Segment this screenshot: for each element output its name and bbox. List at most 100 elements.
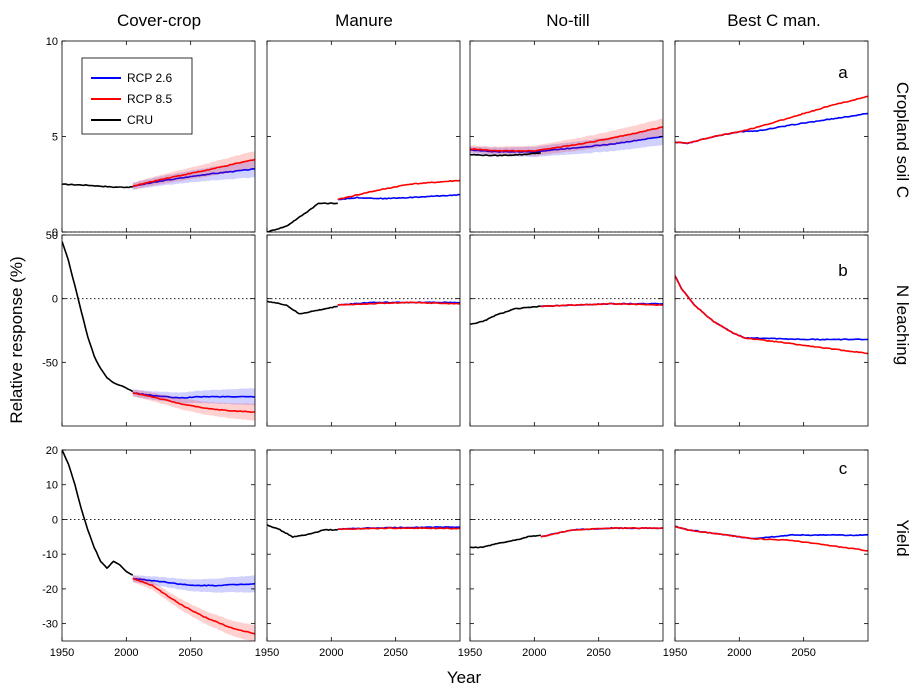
panel-background (267, 450, 460, 641)
uncertainty-band-rcp26 (132, 575, 255, 593)
panel-yield-cover-crop: 1950 2000 2050 -30 -20 -10 0 10 20 (42, 445, 256, 659)
series-line-cru (470, 534, 541, 549)
y-tick-label: 20 (46, 445, 58, 457)
panel-background (675, 41, 868, 232)
plot-area (62, 450, 255, 641)
y-tick-label: -30 (42, 619, 58, 631)
panel-frame (266, 234, 461, 427)
panel-letter-a: a (838, 63, 848, 82)
plot-area (62, 241, 255, 421)
column-title-best-c-man: Best C man. (727, 11, 821, 30)
row-label-n-leaching: N leaching (893, 285, 912, 365)
panel-background (267, 41, 460, 232)
y-tick-label: -50 (42, 357, 58, 369)
panel-soil-c-manure (266, 40, 461, 233)
x-tick-label: 2050 (383, 647, 407, 659)
plot-area (62, 150, 255, 190)
series-line-rcp26 (132, 392, 255, 399)
panel-frame (674, 234, 869, 427)
legend-box (81, 57, 193, 135)
x-tick-label: 1950 (255, 647, 279, 659)
series-line-rcp26 (132, 577, 255, 587)
x-tick-label: 2000 (114, 647, 138, 659)
y-tick-label: 0 (52, 514, 58, 526)
panel-background (675, 235, 868, 426)
series-line-cru (62, 183, 133, 189)
panel-n-leaching-cover-crop: -50 0 50 (42, 230, 256, 427)
series-line-rcp85 (675, 275, 868, 355)
series-line-rcp85 (675, 525, 868, 552)
x-tick-label: 2050 (178, 647, 202, 659)
panel-soil-c-no-till (469, 40, 664, 233)
plot-area (675, 95, 868, 145)
panel-background (62, 235, 255, 426)
x-tick-label: 2000 (319, 647, 343, 659)
uncertainty-band-rcp85 (132, 389, 255, 421)
series-line-rcp26 (470, 135, 663, 153)
column-title-no-till: No-till (546, 11, 589, 30)
plot-area (470, 302, 663, 325)
series-line-rcp85 (337, 179, 460, 201)
y-tick-label: 10 (46, 480, 58, 492)
row-label-cropland-soil-c: Cropland soil C (893, 82, 912, 198)
legend-label-rcp26: RCP 2.6 (127, 71, 172, 85)
panel-letter-b: b (838, 261, 847, 280)
series-line-rcp85 (132, 158, 255, 187)
panel-frame (61, 449, 256, 642)
series-line-cru (267, 300, 338, 315)
series-line-rcp85 (132, 392, 255, 413)
panel-background (470, 450, 663, 641)
uncertainty-band-rcp26 (132, 160, 255, 190)
y-tick-label: 50 (46, 230, 58, 242)
panel-yield-no-till: 1950 2000 2050 (458, 449, 664, 659)
plot-area (267, 179, 460, 232)
panel-frame (469, 234, 664, 427)
panel-frame (61, 234, 256, 427)
series-line-cru (470, 305, 541, 325)
x-tick-label: 1950 (50, 647, 74, 659)
plot-area (675, 525, 868, 552)
uncertainty-band-rcp85 (470, 118, 663, 157)
series-line-rcp85 (675, 95, 868, 144)
y-tick-label: -20 (42, 584, 58, 596)
x-tick-label: 2000 (522, 647, 546, 659)
series-line-cru (267, 202, 338, 232)
series-line-rcp85 (337, 527, 460, 531)
series-line-rcp85 (132, 577, 255, 635)
y-tick-label: 0 (52, 294, 58, 306)
x-tick-label: 2000 (727, 647, 751, 659)
panel-background (267, 235, 460, 426)
column-title-cover-crop: Cover-crop (117, 11, 201, 30)
series-line-rcp85 (540, 302, 663, 308)
uncertainty-band-rcp26 (470, 128, 663, 158)
panel-n-leaching-no-till (469, 234, 664, 427)
y-axis-label: Relative response (%) (7, 256, 26, 423)
series-line-rcp85 (540, 527, 663, 538)
panel-n-leaching-manure (266, 234, 461, 427)
panel-yield-manure: 1950 2000 2050 (255, 449, 461, 659)
series-line-cru (267, 524, 338, 538)
series-line-rcp85 (337, 301, 460, 306)
series-line-rcp85 (470, 126, 663, 152)
panel-background (675, 450, 868, 641)
series-line-cru (470, 151, 542, 157)
plot-area (267, 300, 460, 315)
panel-frame (266, 449, 461, 642)
x-tick-label: 2050 (586, 647, 610, 659)
panel-yield-best-c-man: 1950 2000 2050 (663, 449, 869, 659)
panel-frame (469, 449, 664, 642)
series-line-rcp26 (337, 193, 460, 201)
panel-background (62, 450, 255, 641)
series-line-cru (62, 241, 134, 393)
panel-background (470, 41, 663, 232)
panel-soil-c-best-c-man (674, 40, 869, 233)
y-tick-label: 10 (46, 36, 58, 48)
panel-background (470, 235, 663, 426)
x-axis-label: Year (447, 668, 482, 687)
plot-area (267, 524, 460, 538)
legend-label-rcp85: RCP 8.5 (127, 92, 172, 106)
plot-area (470, 527, 663, 549)
panel-frame (674, 449, 869, 642)
